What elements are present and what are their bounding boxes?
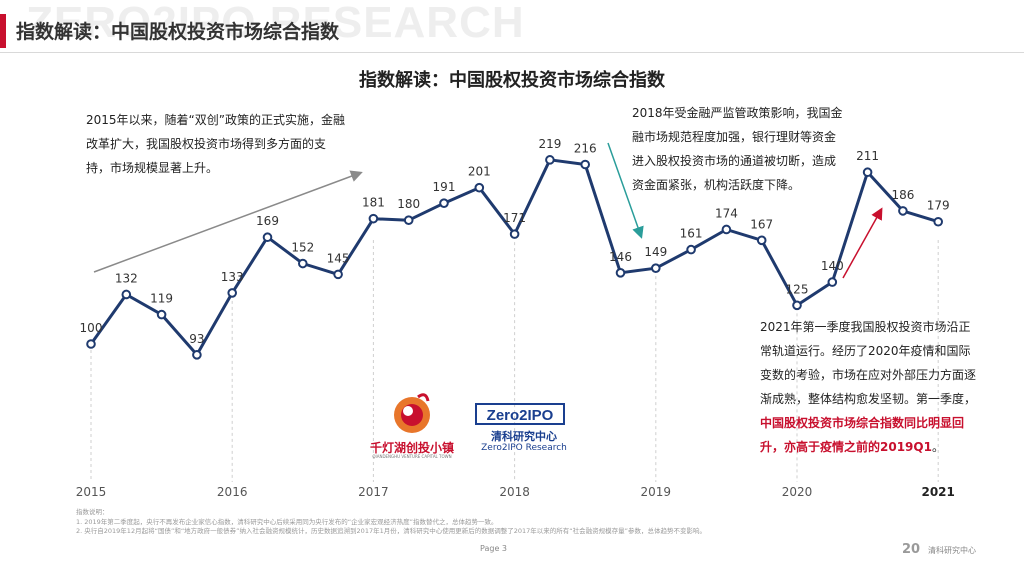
trend-arrow-down [607,142,644,239]
footnote-1: 1. 2019年第二季度起，央行不再发布企业家信心指数，清科研究中心后续采用同为… [76,517,498,526]
qiandenghu-sub: QIANDENGHU VENTURE CAPITAL TOWN [372,454,452,459]
zero2ipo-mark: Zero2IPO [487,407,554,424]
annotation-2021-recovery: 2021年第一季度我国股权投资市场沿正常轨道运行。经历了2020年疫情和国际变数… [760,315,982,459]
annotation-2015-growth: 2015年以来，随着“双创”政策的正式实施，金融改革扩大，我国股权投资市场得到多… [86,113,345,175]
value-label-2020Q2: 140 [821,259,844,273]
value-label-2019Q3: 174 [715,206,738,220]
value-label-2016Q4: 145 [327,251,350,265]
value-label-2017Q2: 180 [397,197,420,211]
value-label-2015Q4: 93 [189,332,204,346]
data-point-2020Q4 [898,206,908,216]
data-point-2021Q1 [933,216,944,227]
zero2ipo-en: Zero2IPO Research [481,443,567,453]
trend-arrow-recovery [842,207,883,279]
year-label-2020: 2020 [782,485,813,499]
footnote-2: 2. 央行自2019年12月起将“国债”和“地方政府一般债券”纳入社会融资规模统… [76,527,707,535]
zero2ipo-cn: 清科研究中心 [491,430,557,443]
value-label-2020Q3: 211 [856,149,879,163]
value-label-2016Q1: 133 [221,270,244,284]
value-label-2017Q1: 181 [362,196,385,210]
value-label-2019Q1: 149 [644,245,667,259]
year-dividers [90,240,939,482]
qiandenghu-logo: 千灯湖创投小镇 QIANDENGHU VENTURE CAPITAL TOWN [356,393,468,463]
annotation-2018-decline: 2018年受金融严监管政策影响，我国金融市场规范程度加强，银行理财等资金进入股权… [632,106,843,192]
data-point-2016Q4 [333,269,343,280]
value-label-2015Q2: 132 [115,271,138,285]
data-point-2018Q3 [580,159,591,170]
qiandenghu-emblem-icon [394,393,430,433]
value-label-2020Q4: 186 [891,188,914,202]
trend-arrow-up [93,170,363,273]
qiandenghu-name: 千灯湖创投小镇 [369,441,454,455]
data-point-2020Q1 [792,300,802,311]
value-label-2018Q1: 171 [503,211,526,225]
value-label-2018Q3: 216 [574,141,597,155]
value-label-2015Q3: 119 [150,292,173,306]
data-point-2016Q2 [262,232,273,243]
data-point-2019Q2 [686,244,696,255]
header-divider [0,52,1024,53]
data-point-2018Q4 [615,268,626,278]
data-point-2020Q3 [862,167,873,178]
data-point-2015Q1 [86,339,96,349]
page-number: Page 3 [480,544,507,553]
value-labels: 100 132 119 93 133 169 152 145 181 180 191 201 171 21… [80,137,950,346]
value-label-2015Q1: 100 [80,321,103,335]
value-label-2017Q3: 191 [433,180,456,194]
value-label-2019Q4: 167 [750,217,773,231]
value-label-2021Q1: 179 [927,199,950,213]
year-label-2018: 2018 [499,485,530,499]
header-accent-bar [0,14,6,48]
value-label-2016Q2: 169 [256,214,279,228]
footnotes: 指数说明： 1. 2019年第二季度起，央行不再发布企业家信心指数，清科研究中心… [76,508,706,537]
data-point-2017Q1 [368,213,379,224]
data-point-2016Q1 [227,288,237,298]
data-point-2017Q2 [403,215,414,225]
value-label-2019Q2: 161 [680,227,703,241]
year-label-2017: 2017 [358,485,389,499]
data-point-2015Q3 [156,309,167,320]
year-label-2021: 2021 [921,485,954,499]
data-point-2016Q3 [298,258,308,269]
value-label-2016Q3: 152 [291,241,314,255]
year-label-2015: 2015 [76,485,107,499]
value-label-2018Q4: 146 [609,250,632,264]
data-point-2018Q2 [545,155,555,165]
annotation-2021-text: 2021年第一季度我国股权投资市场沿正常轨道运行。经历了2020年疫情和国际变数… [760,320,977,406]
value-label-2020Q1: 125 [786,282,809,296]
value-label-2018Q2: 219 [538,137,561,151]
data-point-2019Q3 [721,224,732,235]
footnote-heading: 指数说明： [76,508,109,516]
header-watermark: ZERO2IPO RESEARCH [26,0,525,47]
data-point-2019Q4 [756,235,767,246]
data-point-2015Q2 [121,289,132,300]
header-title: 指数解读：中国股权投资市场综合指数 [16,21,340,43]
value-label-2017Q4: 201 [468,165,491,179]
data-point-2018Q1 [509,229,520,239]
year-label-2016: 2016 [217,485,248,499]
year-label-2019: 2019 [641,485,672,499]
data-point-2017Q3 [439,198,449,208]
chart-title: 指数解读：中国股权投资市场综合指数 [359,70,665,91]
annotation-2021-end: 。 [931,440,944,454]
annotation-2021-highlight: 中国股权投资市场综合指数同比明显回升，亦高于疫情之前的2019Q1 [760,416,965,454]
data-point-2017Q4 [474,182,485,193]
data-point-2015Q4 [192,350,202,360]
brand-mark-icon: 20 [902,542,921,557]
series-points [86,155,944,360]
data-point-2019Q1 [651,263,661,273]
zero2ipo-logo: Zero2IPO 清科研究中心 Zero2IPO Research [474,402,574,462]
zero2ipo-mark-icon: Zero2IPO [475,403,565,425]
data-point-2020Q2 [827,277,838,287]
brand-text: 清科研究中心 [928,546,976,555]
year-labels: 2015 2016 2017 2018 2019 2020 2021 [76,485,955,499]
